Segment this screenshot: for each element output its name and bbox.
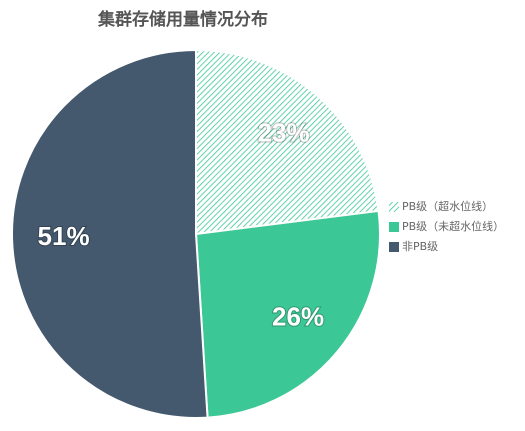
legend-label: 非PB级 xyxy=(402,240,438,253)
legend-label: PB级（超水位线） xyxy=(402,199,493,213)
legend-swatch xyxy=(389,222,399,232)
pie-slice xyxy=(194,209,381,419)
chart-title: 集群存储用量情况分布 xyxy=(97,9,268,30)
legend-swatch xyxy=(389,242,399,252)
value-label: 26% xyxy=(272,301,324,331)
pie-slice xyxy=(11,48,209,419)
value-label: 51% xyxy=(38,221,90,251)
value-label: 23% xyxy=(258,118,310,148)
legend-swatch xyxy=(389,202,399,212)
legend: PB级（超水位线） PB级（未超水位线） 非PB级 xyxy=(389,199,504,253)
legend-label: PB级（未超水位线） xyxy=(402,219,504,233)
pie-slice xyxy=(195,48,380,236)
pie: 23% 26% 51% xyxy=(11,48,381,419)
